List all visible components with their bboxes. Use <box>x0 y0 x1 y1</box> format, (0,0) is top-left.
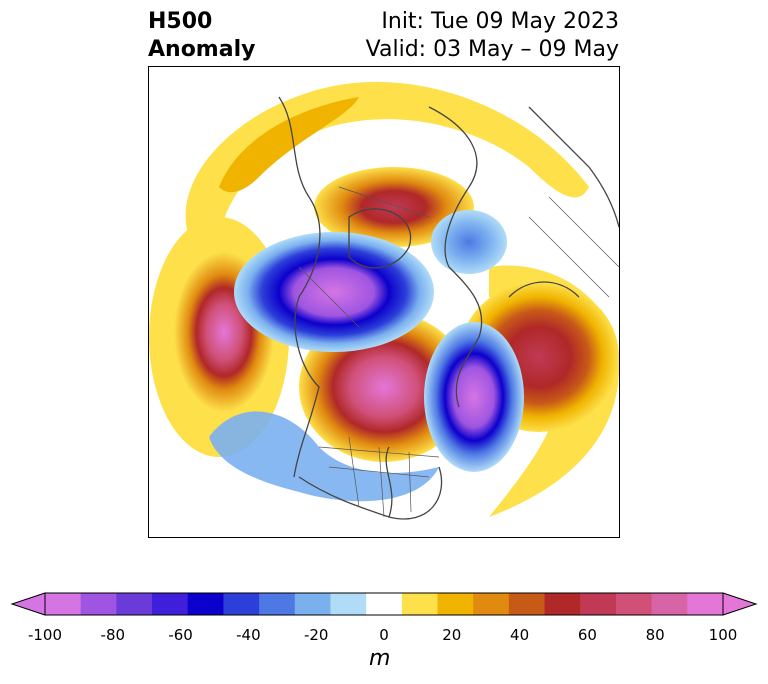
colorbar-tick-label: 60 <box>577 626 597 644</box>
valid-range: Valid: 03 May – 09 May <box>365 37 619 62</box>
colorbar-tick-label: -80 <box>100 626 126 644</box>
colorbar-swatch <box>187 593 224 615</box>
colorbar <box>10 592 758 616</box>
colorbar-swatch <box>330 593 367 615</box>
colorbar-swatch <box>152 593 189 615</box>
title-variable: H500 <box>148 9 213 34</box>
map-title: H500 Anomaly <box>148 8 255 64</box>
colorbar-swatch <box>45 593 82 615</box>
political-borders <box>298 186 619 518</box>
anomaly-map-svg <box>149 81 619 520</box>
colorbar-extend-low <box>10 592 46 616</box>
negative-anomaly-main <box>234 232 434 352</box>
colorbar-swatch <box>116 593 153 615</box>
colorbar-swatch <box>615 593 653 615</box>
colorbar-tick-label: -40 <box>236 626 261 644</box>
negative-anomaly-north <box>431 210 507 274</box>
colorbar-frame <box>44 592 724 616</box>
colorbar-tick-label: 20 <box>442 626 462 644</box>
positive-anomaly-north <box>314 167 474 247</box>
colorbar-swatch <box>437 593 474 615</box>
anomaly-map <box>148 66 620 538</box>
colorbar-tick-label: -60 <box>168 626 193 644</box>
colorbar-swatch <box>80 593 117 615</box>
colorbar-tick-label: 40 <box>510 626 530 644</box>
colorbar-swatch <box>687 593 724 615</box>
colorbar-tick-label: 80 <box>645 626 665 644</box>
title-anomaly: Anomaly <box>148 37 256 62</box>
colorbar-swatch <box>580 593 617 615</box>
colorbar-units-label: m <box>369 646 391 671</box>
colorbar-swatch <box>294 593 331 615</box>
colorbar-extend-high <box>722 592 758 616</box>
colorbar-tick-label: 100 <box>708 626 738 644</box>
colorbar-swatch <box>473 593 510 615</box>
colorbar-tick-label: 0 <box>379 626 389 644</box>
colorbar-swatch <box>651 593 688 615</box>
init-time: Init: Tue 09 May 2023 <box>381 9 619 34</box>
negative-anomaly-east <box>424 322 524 472</box>
colorbar-swatch <box>401 593 439 615</box>
colorbar-swatch <box>544 593 581 615</box>
colorbar-tick-label: -20 <box>303 626 329 644</box>
colorbar-swatch <box>223 593 260 615</box>
positive-anomaly-arc-north-inner <box>219 97 359 193</box>
map-valid-info: Init: Tue 09 May 2023 Valid: 03 May – 09… <box>366 8 619 64</box>
colorbar-tick-label: -100 <box>27 626 63 644</box>
colorbar-swatch <box>259 593 296 615</box>
colorbar-swatch <box>508 593 546 615</box>
colorbar-swatch <box>366 593 403 615</box>
coastlines <box>278 96 619 520</box>
